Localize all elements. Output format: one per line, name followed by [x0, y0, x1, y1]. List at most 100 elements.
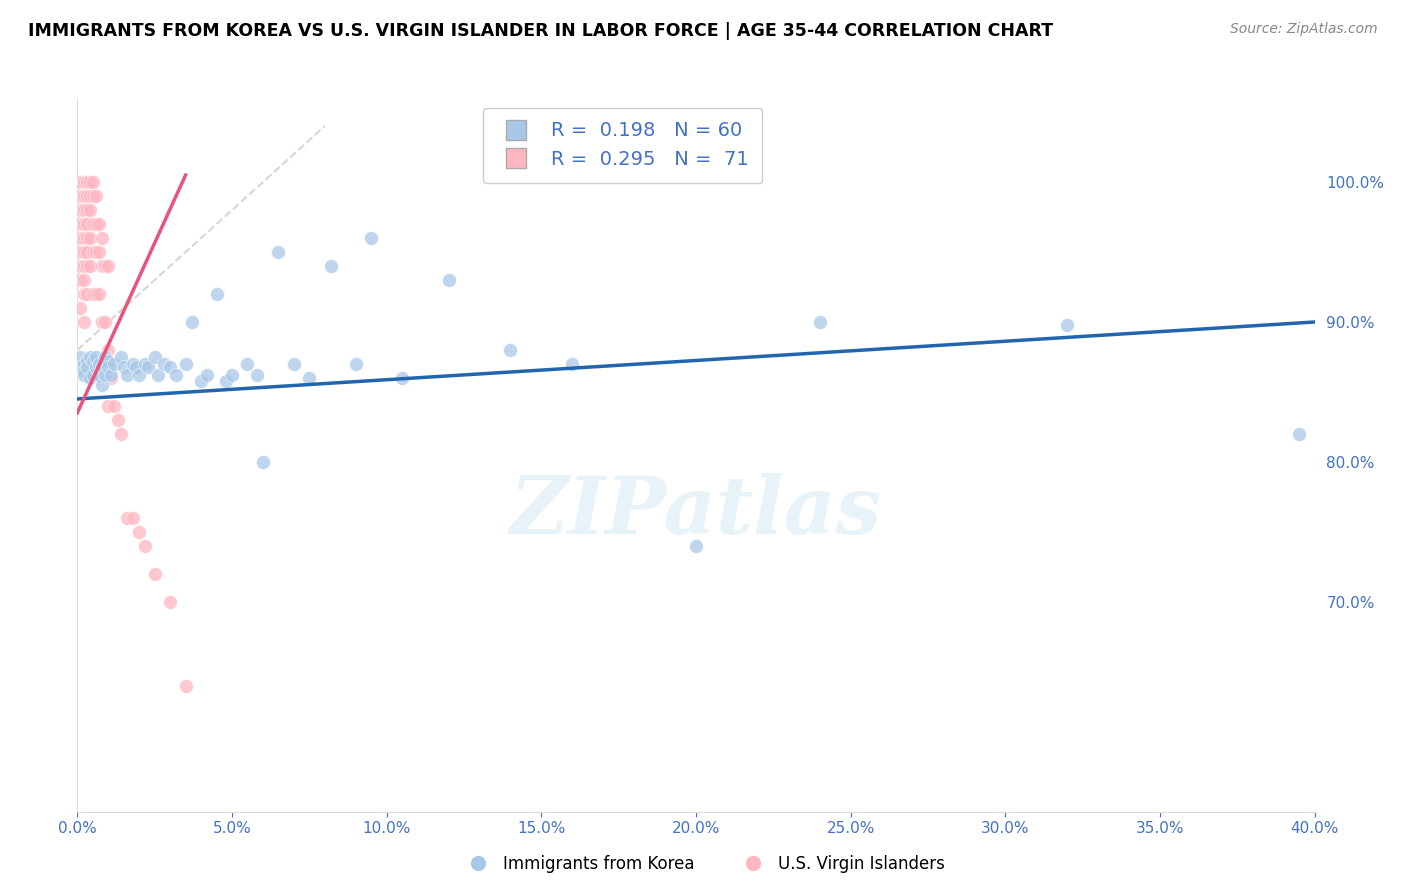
Point — [84, 359, 107, 374]
Point — [94, 259, 117, 273]
Point — [143, 566, 166, 581]
Point — [97, 359, 120, 374]
Point — [94, 350, 117, 364]
Point — [82, 175, 104, 189]
Point — [79, 350, 101, 364]
Point — [499, 343, 522, 357]
Point — [69, 359, 91, 374]
Text: ZIPatlas: ZIPatlas — [510, 474, 882, 550]
Legend: Immigrants from Korea, U.S. Virgin Islanders: Immigrants from Korea, U.S. Virgin Islan… — [454, 848, 952, 880]
Point — [103, 357, 125, 371]
Point — [91, 378, 114, 392]
Point — [153, 357, 176, 371]
Point — [115, 368, 138, 383]
Point — [69, 217, 91, 231]
Point — [72, 273, 94, 287]
Point — [195, 368, 218, 383]
Point — [72, 245, 94, 260]
Point — [134, 539, 156, 553]
Point — [72, 231, 94, 245]
Point — [143, 350, 166, 364]
Point — [72, 175, 94, 189]
Point — [134, 357, 156, 371]
Point — [84, 189, 107, 203]
Point — [76, 175, 98, 189]
Point — [84, 245, 107, 260]
Point — [72, 189, 94, 203]
Point — [76, 189, 98, 203]
Point — [437, 273, 460, 287]
Point — [91, 259, 114, 273]
Point — [221, 368, 243, 383]
Point — [69, 301, 91, 315]
Point — [180, 315, 202, 329]
Point — [283, 357, 305, 371]
Point — [205, 287, 228, 301]
Point — [72, 364, 94, 378]
Point — [69, 175, 91, 189]
Point — [236, 357, 259, 371]
Point — [79, 259, 101, 273]
Point — [122, 511, 145, 525]
Point — [215, 374, 238, 388]
Point — [246, 368, 269, 383]
Point — [84, 287, 107, 301]
Point — [72, 368, 94, 383]
Point — [110, 426, 132, 441]
Point — [72, 357, 94, 371]
Point — [122, 357, 145, 371]
Point — [69, 175, 91, 189]
Point — [174, 679, 197, 693]
Point — [72, 202, 94, 217]
Point — [69, 175, 91, 189]
Point — [159, 359, 181, 374]
Point — [91, 231, 114, 245]
Point — [79, 189, 101, 203]
Point — [79, 175, 101, 189]
Point — [94, 368, 117, 383]
Point — [76, 175, 98, 189]
Point — [72, 259, 94, 273]
Point — [82, 217, 104, 231]
Point — [91, 315, 114, 329]
Point — [69, 175, 91, 189]
Point — [685, 539, 707, 553]
Point — [97, 354, 120, 368]
Point — [319, 259, 342, 273]
Point — [267, 245, 290, 260]
Point — [79, 371, 101, 385]
Point — [1056, 318, 1078, 332]
Point — [107, 413, 129, 427]
Legend: R =  0.198   N = 60, R =  0.295   N =  71: R = 0.198 N = 60, R = 0.295 N = 71 — [484, 108, 762, 183]
Text: Source: ZipAtlas.com: Source: ZipAtlas.com — [1230, 22, 1378, 37]
Point — [128, 524, 150, 539]
Point — [69, 259, 91, 273]
Point — [97, 343, 120, 357]
Point — [561, 357, 583, 371]
Point — [69, 350, 91, 364]
Point — [165, 368, 187, 383]
Point — [82, 354, 104, 368]
Point — [82, 189, 104, 203]
Point — [87, 245, 110, 260]
Point — [76, 245, 98, 260]
Point — [76, 359, 98, 374]
Point — [112, 359, 135, 374]
Point — [72, 175, 94, 189]
Point — [97, 399, 120, 413]
Point — [94, 315, 117, 329]
Point — [110, 350, 132, 364]
Point — [72, 175, 94, 189]
Point — [138, 359, 160, 374]
Point — [159, 595, 181, 609]
Point — [72, 217, 94, 231]
Point — [76, 231, 98, 245]
Point — [87, 368, 110, 383]
Point — [298, 371, 321, 385]
Point — [87, 357, 110, 371]
Point — [174, 357, 197, 371]
Point — [103, 399, 125, 413]
Point — [79, 231, 101, 245]
Point — [190, 374, 212, 388]
Point — [128, 368, 150, 383]
